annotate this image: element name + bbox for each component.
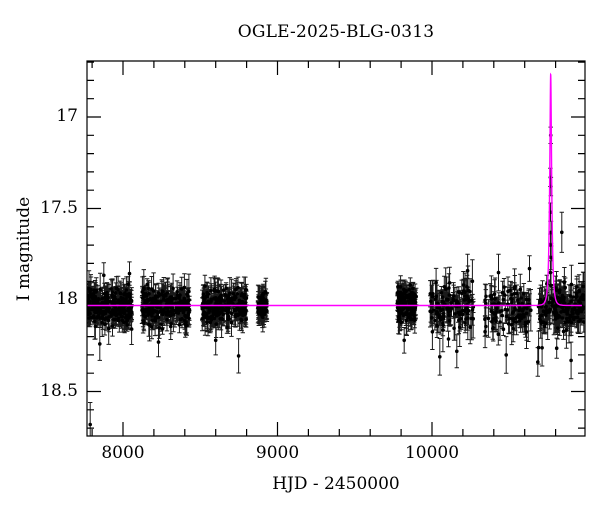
- plot-axes: [86, 60, 586, 437]
- y-tick-label: 17: [56, 106, 78, 126]
- x-tick-label: 8000: [101, 443, 145, 463]
- x-axis-label: HJD - 2450000: [272, 474, 400, 494]
- data-points: [87, 133, 585, 427]
- plot-title: OGLE-2025-BLG-0313: [237, 22, 435, 42]
- x-tick-label: 9000: [255, 443, 300, 463]
- y-tick-label: 18.5: [40, 380, 78, 401]
- y-tick-label: 17.5: [40, 197, 78, 218]
- error-bars: [87, 126, 585, 436]
- y-tick-label: 18: [56, 289, 78, 310]
- x-tick-label: 10000: [404, 443, 460, 463]
- model-curve: [87, 72, 582, 307]
